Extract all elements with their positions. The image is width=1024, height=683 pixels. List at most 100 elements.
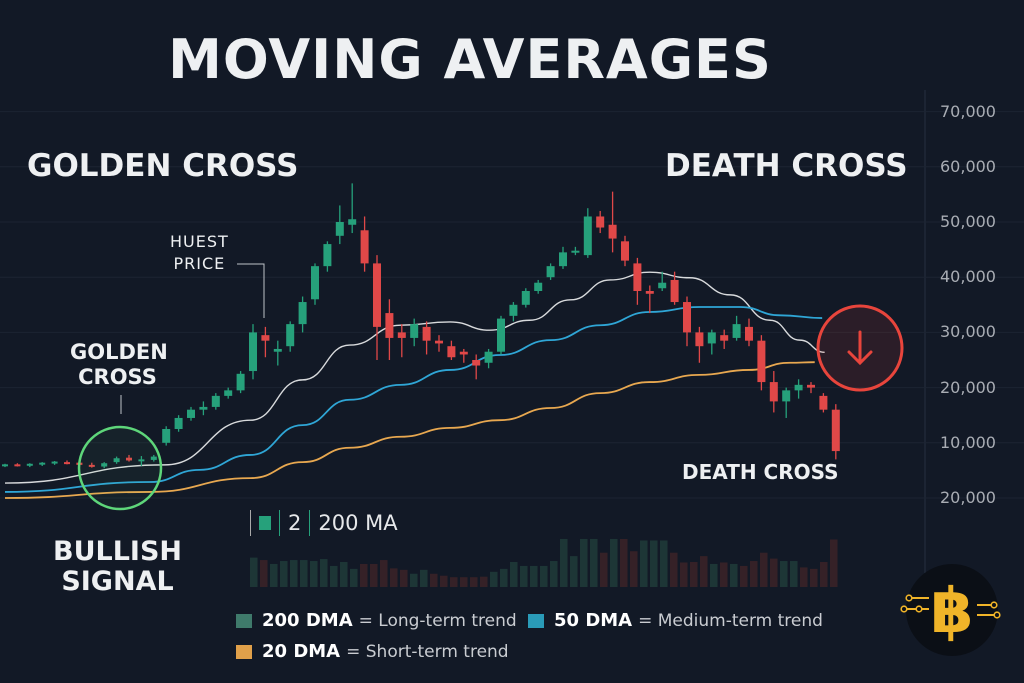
- highest-price-pointer: [237, 263, 265, 318]
- mini-legend-label: 200 MA: [318, 511, 398, 535]
- y-tick-label: 10,000: [940, 432, 996, 452]
- volume-bar: [260, 560, 268, 587]
- bitcoin-logo-bg: [906, 564, 998, 656]
- volume-bar: [300, 560, 308, 587]
- ma-line-1: [4, 306, 823, 493]
- legend-swatch: [236, 613, 252, 628]
- golden-cross-line1: GOLDEN: [70, 340, 168, 364]
- volume-bar: [730, 563, 738, 587]
- volume-bar: [440, 575, 448, 587]
- candle-body: [64, 462, 70, 465]
- candle-body: [782, 390, 791, 402]
- candle-body: [757, 340, 766, 383]
- circuit-node: [993, 611, 1001, 619]
- volume-bar: [460, 577, 468, 587]
- volume-bar: [400, 569, 408, 587]
- legend-name: 50 DMA: [554, 610, 633, 631]
- volume-bar: [720, 562, 728, 587]
- candle-body: [819, 395, 828, 410]
- volume-bar: [380, 560, 388, 587]
- volume-bar: [450, 577, 458, 587]
- volume-bar: [610, 538, 618, 587]
- candle-body: [608, 224, 617, 239]
- candle-body: [211, 395, 220, 407]
- volume-bar: [740, 565, 748, 587]
- candle-body: [199, 406, 208, 410]
- bullish-signal-label: BULLISH SIGNAL: [50, 537, 185, 597]
- circuit-node: [900, 605, 908, 613]
- bullish-line2: SIGNAL: [61, 566, 174, 597]
- candle-body: [224, 390, 233, 396]
- y-tick-label: 30,000: [940, 322, 996, 342]
- circuit-node: [915, 605, 923, 613]
- volume-bar: [560, 538, 568, 587]
- volume-bar: [600, 552, 608, 587]
- volume-bar: [580, 538, 588, 587]
- volume-bar: [620, 538, 628, 587]
- candle-body: [583, 216, 592, 256]
- volume-bar: [410, 573, 418, 587]
- candle-body: [422, 326, 431, 341]
- volume-bar: [510, 562, 518, 587]
- ma-line-2: [4, 361, 815, 499]
- highest-price-line2: PRICE: [173, 254, 226, 273]
- candle-body: [521, 291, 530, 305]
- candle-body: [138, 459, 145, 462]
- y-tick-label: 40,000: [940, 267, 996, 287]
- volume-bar: [660, 540, 668, 587]
- volume-bar: [470, 577, 478, 587]
- candle-body: [410, 324, 419, 338]
- circuit-node: [990, 601, 998, 609]
- y-tick-label: 60,000: [940, 156, 996, 176]
- candle-body: [794, 384, 803, 391]
- volume-bar: [530, 565, 538, 587]
- candle-body: [831, 409, 840, 452]
- volume-bar: [540, 565, 548, 587]
- volume-bar: [830, 539, 838, 587]
- candle-body: [707, 332, 716, 344]
- volume-bar: [420, 569, 428, 587]
- volume-bar: [790, 561, 798, 587]
- candle-body: [435, 340, 443, 344]
- candle-body: [807, 384, 815, 388]
- candle-body: [162, 429, 171, 443]
- volume-bar: [270, 563, 278, 587]
- candle-body: [397, 332, 406, 338]
- legend-item-50dma: 50 DMA = Medium-term trend: [528, 610, 823, 631]
- golden-cross-heading: GOLDEN CROSS: [27, 148, 299, 184]
- candle-body: [51, 461, 58, 464]
- volume-bar: [310, 561, 318, 587]
- candle-body: [323, 244, 332, 267]
- candle-body: [769, 382, 778, 402]
- candle-body: [88, 464, 95, 467]
- candle-body: [534, 282, 543, 291]
- volume-bar: [700, 556, 708, 587]
- volume-bar: [350, 568, 358, 587]
- volume-bar: [250, 557, 258, 587]
- volume-bar: [280, 561, 288, 587]
- candle-body: [658, 282, 667, 289]
- candle-icon: [259, 516, 271, 530]
- volume-bar: [290, 560, 298, 587]
- candle-body: [385, 313, 394, 338]
- candle-body: [298, 302, 307, 325]
- candle-body: [26, 463, 33, 466]
- bitcoin-icon: ฿: [930, 574, 973, 647]
- candle-body: [187, 409, 195, 418]
- candle-body: [484, 351, 493, 363]
- volume-bar: [760, 552, 768, 587]
- candle-body: [633, 263, 642, 291]
- legend-item-200dma: 200 DMA = Long-term trend: [236, 610, 517, 631]
- candle-body: [695, 332, 704, 347]
- circuit-node: [905, 594, 913, 602]
- mini-legend-number: 2: [288, 511, 302, 535]
- legend-name: 200 DMA: [262, 610, 353, 631]
- candle-body: [286, 324, 295, 347]
- legend-desc: = Short-term trend: [346, 641, 509, 662]
- candle-body: [335, 222, 344, 236]
- candle-body: [546, 266, 555, 278]
- volume-bar: [390, 568, 398, 587]
- legend-desc: = Long-term trend: [358, 610, 517, 631]
- volume-bar: [370, 563, 378, 587]
- volume-bar: [330, 565, 338, 587]
